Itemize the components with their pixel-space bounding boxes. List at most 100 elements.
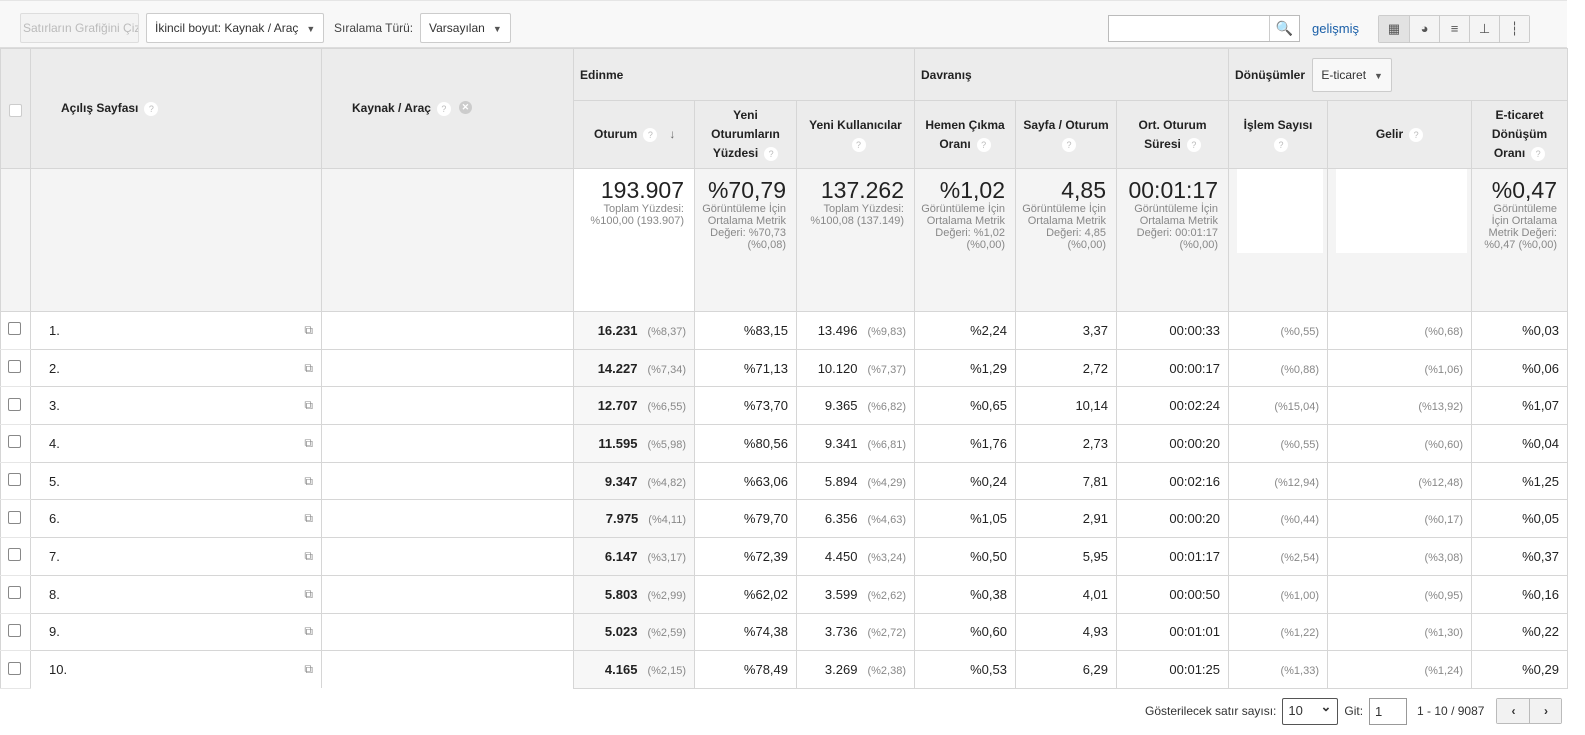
column-header-ecommerce-conversion-rate[interactable]: E-ticaret Dönüşüm Oranı?: [1471, 100, 1568, 169]
source-medium-cell[interactable]: [321, 386, 574, 425]
cell-n: 7.: [49, 548, 60, 564]
row-checkbox[interactable]: [8, 360, 21, 374]
secondary-dimension-dropdown[interactable]: İkincil boyut: Kaynak / Araç ▼: [146, 13, 325, 43]
help-icon[interactable]: ?: [643, 128, 658, 142]
landing-page-cell[interactable]: 9. ⧉: [30, 612, 322, 651]
cell-br: %0,38: [970, 586, 1007, 602]
source-medium-label: Kaynak / Araç: [352, 101, 431, 115]
performance-view-icon[interactable]: ≡: [1439, 16, 1469, 42]
row-checkbox[interactable]: [8, 322, 21, 336]
landing-page-cell[interactable]: 1. ⧉: [30, 311, 322, 350]
open-link-icon[interactable]: ⧉: [304, 662, 313, 677]
landing-page-cell[interactable]: 3. ⧉: [30, 386, 322, 425]
help-icon[interactable]: ?: [1186, 137, 1201, 152]
open-link-icon[interactable]: ⧉: [304, 360, 313, 375]
summary-ecommerce-conversion-rate: %0,47 Görüntüleme İçin Ortalama Metrik De…: [1471, 168, 1568, 312]
caret-down-icon: ▼: [306, 24, 316, 34]
next-page-icon[interactable]: ›: [1529, 699, 1562, 723]
source-medium-cell[interactable]: [321, 461, 574, 500]
plot-rows-button[interactable]: Satırların Grafiğini Çiz: [20, 13, 139, 43]
row-checkbox[interactable]: [8, 623, 21, 637]
pivot-view-icon[interactable]: ┆: [1499, 16, 1529, 42]
row-checkbox[interactable]: [8, 548, 21, 562]
column-header-avg-session-duration[interactable]: Ort. Oturum Süresi?: [1116, 100, 1229, 169]
help-icon[interactable]: ?: [851, 137, 866, 152]
cell-br: %0,50: [970, 548, 1007, 564]
landing-page-cell[interactable]: 5. ⧉: [30, 461, 322, 500]
landing-page-cell[interactable]: 2. ⧉: [30, 348, 322, 387]
help-icon[interactable]: ?: [436, 102, 451, 116]
cell-sp: (%4,11): [648, 514, 686, 527]
summary-new-users: 137.262 Toplam Yüzdesi: %100,08 (137.149): [796, 168, 915, 312]
source-medium-cell[interactable]: [321, 311, 574, 350]
source-medium-cell[interactable]: [321, 424, 574, 463]
row-checkbox[interactable]: [8, 397, 21, 411]
table-view-icon[interactable]: ▦: [1379, 16, 1409, 42]
column-header-new-users[interactable]: Yeni Kullanıcılar?: [796, 100, 915, 169]
open-link-icon[interactable]: ⧉: [304, 322, 313, 337]
goto-page-input[interactable]: 1: [1369, 697, 1408, 725]
source-medium-cell[interactable]: [321, 612, 574, 651]
remove-dimension-icon[interactable]: ✕: [458, 101, 472, 114]
help-icon[interactable]: ?: [764, 147, 779, 161]
column-header-transactions[interactable]: İşlem Sayısı?: [1228, 100, 1328, 169]
summary-note: Toplam Yüzdesi: %100,00 (193.907): [590, 203, 684, 227]
landing-page-cell[interactable]: 10. ⧉: [30, 650, 322, 689]
help-icon[interactable]: ?: [144, 102, 159, 116]
cell-n: 8.: [49, 586, 60, 602]
select-all-checkbox[interactable]: [9, 104, 22, 117]
landing-page-cell[interactable]: 6. ⧉: [30, 499, 322, 538]
column-header-bounce-rate[interactable]: Hemen Çıkma Oranı?: [914, 100, 1016, 169]
sort-descending-icon[interactable]: ↓: [669, 127, 676, 141]
pie-view-icon[interactable]: ◕: [1409, 16, 1439, 42]
cell-cr: %0,37: [1522, 548, 1559, 564]
conversions-group: Dönüşümler E-ticaret ▼: [1228, 48, 1568, 101]
rows-per-page-select[interactable]: 10: [1282, 697, 1339, 725]
column-header-pages-per-session[interactable]: Sayfa / Oturum?: [1015, 100, 1117, 169]
search-icon[interactable]: 🔍: [1269, 16, 1299, 41]
source-medium-cell[interactable]: [321, 650, 574, 689]
prev-page-icon[interactable]: ‹: [1497, 699, 1530, 723]
column-header-new-sessions-pct[interactable]: Yeni Oturumların Yüzdesi?: [694, 100, 797, 169]
conversion-type-dropdown[interactable]: E-ticaret ▼: [1312, 57, 1392, 92]
cell-pps: 7,81: [1082, 473, 1108, 489]
open-link-icon[interactable]: ⧉: [304, 548, 313, 563]
row-checkbox[interactable]: [8, 586, 21, 600]
landing-page-header[interactable]: Açılış Sayfası?: [30, 48, 322, 169]
advanced-filter-link[interactable]: gelişmiş: [1312, 21, 1359, 36]
help-icon[interactable]: ?: [1274, 137, 1288, 152]
column-header-revenue[interactable]: Gelir?: [1327, 100, 1472, 169]
landing-page-cell[interactable]: 8. ⧉: [30, 574, 322, 613]
open-link-icon[interactable]: ⧉: [304, 586, 313, 601]
open-link-icon[interactable]: ⧉: [304, 398, 313, 413]
help-icon[interactable]: ?: [1409, 128, 1424, 142]
comparison-view-icon[interactable]: ⊥: [1469, 16, 1499, 42]
cell-s: 5.803: [604, 586, 638, 602]
cell-rp: (%0,95): [1424, 589, 1463, 602]
column-header-sessions[interactable]: Oturum? ↓: [573, 100, 695, 169]
open-link-icon[interactable]: ⧉: [304, 473, 313, 488]
source-medium-cell[interactable]: [321, 537, 574, 576]
landing-page-cell[interactable]: 4. ⧉: [30, 424, 322, 463]
open-link-icon[interactable]: ⧉: [304, 511, 313, 526]
row-checkbox[interactable]: [8, 510, 21, 524]
summary-avg-session-duration: 00:01:17 Görüntüleme İçin Ortalama Metrik…: [1116, 168, 1229, 312]
table-search-input[interactable]: 🔍: [1108, 15, 1300, 42]
source-medium-header[interactable]: Kaynak / Araç? ✕: [321, 48, 574, 169]
help-icon[interactable]: ?: [1531, 147, 1546, 161]
open-link-icon[interactable]: ⧉: [304, 435, 313, 450]
landing-page-cell[interactable]: 7. ⧉: [30, 537, 322, 576]
sort-type-value: Varsayılan: [429, 21, 485, 35]
cell-nup: (%2,62): [867, 589, 906, 602]
row-checkbox[interactable]: [8, 661, 21, 675]
help-icon[interactable]: ?: [976, 137, 991, 152]
source-medium-cell[interactable]: [321, 348, 574, 387]
open-link-icon[interactable]: ⧉: [304, 624, 313, 639]
help-icon[interactable]: ?: [1062, 137, 1076, 152]
sort-type-dropdown[interactable]: Varsayılan ▼: [420, 13, 511, 43]
source-medium-cell[interactable]: [321, 499, 574, 538]
row-checkbox[interactable]: [8, 473, 21, 487]
summary-bounce-rate: %1,02 Görüntüleme İçin Ortalama Metrik De…: [914, 168, 1016, 312]
row-checkbox[interactable]: [8, 435, 21, 449]
source-medium-cell[interactable]: [321, 574, 574, 613]
